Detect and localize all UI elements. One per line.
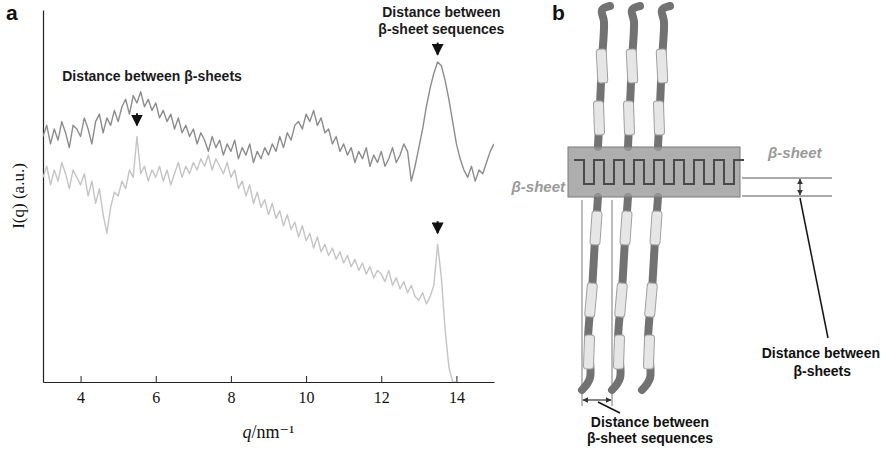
annotation-arrow [136,113,138,125]
annotation-arrow [437,221,439,233]
guide-line [742,178,832,179]
annotation: Distance between β-sheets [62,68,242,84]
x-tick: 12 [374,376,390,406]
x-tick-mark [81,376,82,382]
x-tick-mark [456,376,457,382]
distance-label-line: Distance between [762,345,880,361]
series-line [43,136,456,382]
chain-segment [596,49,608,83]
chain-segment [643,335,654,369]
chain-segment [583,335,594,369]
sheet-strands [574,160,744,184]
guide-line [582,200,583,406]
distance-label: Distance betweenβ-sheet sequences [587,414,713,446]
x-tick-label: 8 [227,389,235,406]
chain-segment [613,335,624,369]
chain-segment [620,211,632,246]
x-tick-label: 12 [374,389,390,406]
x-axis: 4 6 8 10 12 14 [44,376,495,406]
double-arrow [583,399,611,400]
series-line [43,62,494,181]
y-axis-title: I(q) (a.u.) [9,163,28,229]
chain-segment [626,49,638,83]
annotation-line: Distance between β-sheets [62,68,242,84]
x-tick: 8 [227,376,235,406]
x-tick: 14 [449,376,465,406]
chain-segment [590,211,602,246]
x-tick-mark [381,376,382,382]
y-axis-line [43,11,44,383]
x-tick: 6 [152,376,160,406]
x-tick-label: 10 [299,389,315,406]
x-tick: 4 [77,376,85,406]
pointer-line [598,402,620,413]
pointer-line [800,198,828,338]
annotation: Distance betweenβ-sheet sequences [378,4,504,37]
distance-label: Distance between β-sheets [762,345,880,379]
panel-letter: a [6,1,18,24]
x-tick-mark [231,376,232,382]
figure: a 4 6 8 10 12 14 q/nm⁻¹ I(q) (a.u.) Distance betw… [0,0,888,450]
plot-area [43,62,494,382]
distance-label-line: β-sheet sequences [587,430,713,446]
distance-label-line: β-sheets [793,363,851,379]
sheet-label: β-sheet [511,178,566,195]
x-axis-line [44,382,495,383]
annotation-line: β-sheet sequences [378,21,504,37]
distance-label-line: Distance between [591,414,709,430]
x-tick-mark [156,376,157,382]
chain-segment [650,211,662,246]
annotation-arrow [437,43,439,55]
double-arrow [799,179,800,195]
guide-line [742,196,832,197]
chain-segment [623,101,634,135]
sheet-label: β-sheet [767,144,822,161]
diagram: bβ-sheetβ-sheetDistance betweenβ-sheetsD… [511,1,881,446]
chain-segment [585,283,598,318]
x-tick-label: 6 [152,389,160,406]
chain-segment [615,283,628,318]
guide-line [612,200,613,406]
x-tick: 10 [299,376,315,406]
panel-letter: b [552,1,565,24]
chain-segment [593,101,604,135]
x-axis-title: q/nm⁻¹ [243,422,295,442]
x-tick-label: 14 [449,389,465,406]
y-axis [43,11,44,383]
x-tick-label: 4 [77,389,85,406]
x-tick-mark [306,376,307,382]
chain-segment [653,101,664,135]
chain-segment [645,283,658,318]
annotation-line: Distance between [382,4,500,20]
chain-segment [656,49,668,83]
